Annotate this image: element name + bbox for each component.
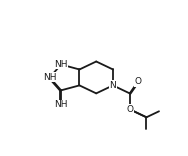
Text: N: N bbox=[110, 81, 116, 90]
Text: NH: NH bbox=[54, 60, 68, 69]
Text: O: O bbox=[134, 77, 141, 86]
Text: NH: NH bbox=[43, 73, 56, 82]
Text: NH: NH bbox=[54, 100, 68, 109]
Text: O: O bbox=[126, 105, 133, 114]
